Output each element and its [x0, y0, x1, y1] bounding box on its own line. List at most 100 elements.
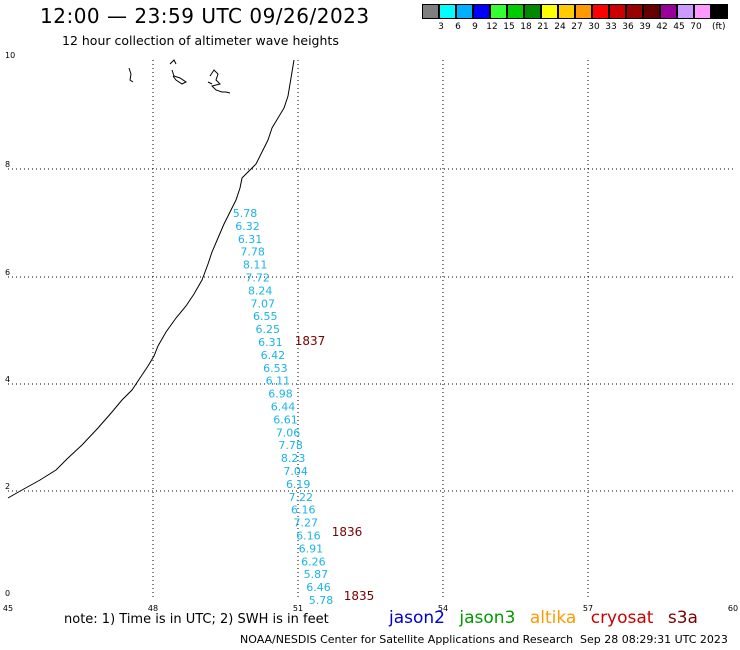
- pass-time-label: 1837: [295, 334, 326, 348]
- legend-swatch: [456, 4, 473, 19]
- swh-label: 6.16: [291, 504, 316, 517]
- swh-label: 7.07: [250, 297, 275, 310]
- satellite-jason2: jason2: [389, 608, 445, 628]
- coastline: [7, 59, 295, 499]
- lon-label: 45: [3, 604, 13, 613]
- lon-label: 54: [438, 604, 448, 613]
- swh-label: 7.27: [294, 517, 319, 530]
- swh-label: 6.16: [296, 530, 321, 543]
- legend-swatch: [660, 4, 677, 19]
- swh-label: 6.31: [258, 336, 283, 349]
- lat-label: 4: [5, 375, 10, 384]
- swh-label: 5.78: [233, 207, 258, 220]
- legend-swatch: [626, 4, 643, 19]
- swh-label: 7.78: [240, 246, 265, 259]
- swh-label: 5.78: [309, 594, 334, 607]
- legend-tick-label: 9: [472, 22, 478, 32]
- island-outline: [128, 67, 134, 83]
- lat-label: 0: [5, 589, 10, 598]
- legend-swatch: [439, 4, 456, 19]
- legend-tick-label: 18: [520, 22, 532, 32]
- swh-label: 6.32: [235, 220, 260, 233]
- swh-label: 6.46: [306, 581, 331, 594]
- lon-label: 57: [583, 604, 593, 613]
- wave-height-color-legend: 3 6 9 12 15 18 21 24 27 30 33 36 39 42 45 70 (ft): [422, 4, 736, 38]
- legend-tick-label: 6: [455, 22, 461, 32]
- latitude-labels: 0 2 4 6 8 10: [5, 51, 15, 598]
- swh-label: 7.06: [276, 426, 301, 439]
- lat-label: 8: [5, 160, 10, 169]
- footer-note: note: 1) Time is in UTC; 2) SWH is in fe…: [64, 612, 329, 627]
- legend-tick-label: 30: [588, 22, 600, 32]
- coastline-path: [7, 59, 295, 499]
- legend-swatch: [609, 4, 626, 19]
- legend-swatch: [592, 4, 609, 19]
- lon-label: 48: [148, 604, 158, 613]
- swh-label: 6.61: [273, 413, 298, 426]
- legend-swatch: [694, 4, 711, 19]
- legend-tick-label: 21: [537, 22, 549, 32]
- satellite-cryosat: cryosat: [590, 608, 654, 628]
- legend-tick-label: 12: [486, 22, 498, 32]
- legend-tick-label: 3: [438, 22, 444, 32]
- swh-label: 6.26: [301, 555, 326, 568]
- legend-tick-label: 33: [605, 22, 617, 32]
- longitude-labels: 45 48 51 54 57 60: [3, 604, 738, 613]
- lat-label: 6: [5, 268, 10, 277]
- legend-tick-label: 15: [503, 22, 515, 32]
- lat-lon-grid: [8, 60, 733, 598]
- legend-tick-label: 39: [639, 22, 651, 32]
- legend-swatch: [677, 4, 694, 19]
- legend-swatch: [711, 4, 728, 19]
- swh-label: 6.31: [238, 233, 263, 246]
- swh-label: 6.19: [286, 478, 311, 491]
- legend-tick-label: 45: [673, 22, 685, 32]
- pass-time-label: 1835: [344, 589, 375, 603]
- satellite-jason3: jason3: [459, 608, 516, 628]
- legend-swatch: [558, 4, 575, 19]
- swh-label: 6.53: [263, 362, 288, 375]
- swh-label: 7.22: [288, 491, 313, 504]
- swh-label: 8.23: [281, 452, 306, 465]
- legend-tick-label: 27: [571, 22, 583, 32]
- map-title: 12:00 — 23:59 UTC 09/26/2023: [40, 4, 370, 28]
- lat-label: 2: [5, 482, 10, 491]
- legend-swatch: [524, 4, 541, 19]
- swh-label: 6.98: [268, 388, 293, 401]
- swh-label: 6.25: [256, 323, 281, 336]
- satellite-key: jason2 jason3 altika cryosat s3a: [389, 608, 707, 628]
- legend-swatch: [473, 4, 490, 19]
- credit-line: NOAA/NESDIS Center for Satellite Applica…: [240, 633, 574, 646]
- map-subtitle: 12 hour collection of altimeter wave hei…: [62, 33, 339, 48]
- swh-label: 6.42: [261, 349, 286, 362]
- swh-label: 7.72: [245, 272, 270, 285]
- legend-tick-label: 42: [656, 22, 668, 32]
- island-outline: [207, 69, 231, 94]
- legend-tick-label: 70: [690, 22, 702, 32]
- legend-tick-label: 24: [554, 22, 566, 32]
- legend-swatch: [422, 4, 439, 19]
- swh-label: 6.11: [266, 375, 291, 388]
- swh-label: 7.78: [278, 439, 303, 452]
- swh-label: 5.87: [304, 568, 329, 581]
- legend-swatch: [490, 4, 507, 19]
- lon-label: 51: [293, 604, 303, 613]
- pass-time-label: 1836: [332, 525, 363, 539]
- swh-label: 6.91: [299, 542, 324, 555]
- pass-times: 1837 1836 1835: [295, 334, 375, 603]
- swh-label: 6.44: [271, 401, 296, 414]
- island-outline: [169, 59, 187, 85]
- legend-unit: (ft): [712, 22, 726, 32]
- legend-swatch: [541, 4, 558, 19]
- legend-swatch: [575, 4, 592, 19]
- satellite-altika: altika: [529, 608, 577, 628]
- legend-tick-label: 36: [622, 22, 634, 32]
- legend-swatch: [643, 4, 660, 19]
- swh-values: 5.786.326.317.788.117.728.247.076.556.25…: [233, 207, 334, 607]
- swh-label: 8.24: [248, 284, 273, 297]
- swh-label: 6.55: [253, 310, 278, 323]
- satellite-s3a: s3a: [667, 608, 698, 628]
- generated-timestamp: Sep 28 08:29:31 UTC 2023: [580, 633, 728, 646]
- lat-label: 10: [5, 51, 15, 60]
- swh-label: 8.11: [243, 259, 268, 272]
